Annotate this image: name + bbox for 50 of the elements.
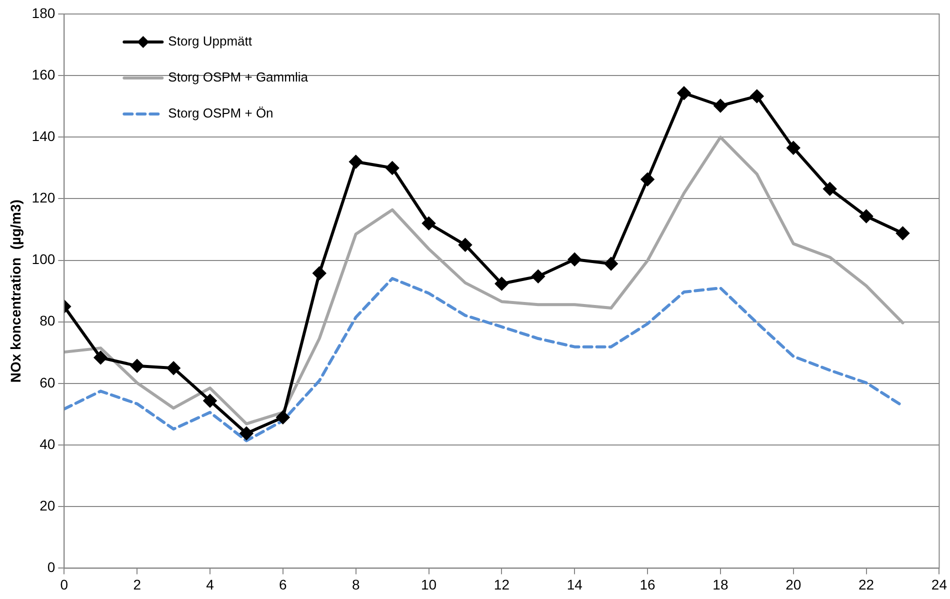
point — [422, 216, 436, 230]
x-tick-label: 4 — [206, 576, 214, 592]
point — [750, 90, 764, 103]
point — [860, 210, 873, 223]
point — [896, 226, 910, 240]
x-tick-label: 8 — [352, 576, 360, 592]
x-tick-label: 18 — [712, 576, 728, 592]
x-tick-label: 20 — [786, 576, 802, 592]
point — [786, 141, 800, 154]
point — [130, 359, 144, 372]
legend-label: Storg OSPM + Ön — [168, 106, 274, 121]
y-tick-label: 120 — [32, 190, 56, 206]
y-tick-label: 100 — [32, 251, 56, 268]
point — [532, 270, 545, 283]
y-tick-label: 180 — [32, 4, 56, 21]
point — [240, 426, 253, 440]
point — [641, 172, 654, 186]
y-tick-label: 0 — [47, 559, 56, 576]
point — [823, 182, 836, 196]
x-tick-label: 14 — [566, 576, 583, 592]
point — [677, 86, 690, 100]
point — [204, 394, 216, 408]
legend-label: Storg OSPM + Gammlia — [168, 70, 309, 85]
point — [312, 266, 326, 280]
y-tick-label: 140 — [32, 128, 56, 144]
x-tick-label: 22 — [858, 576, 874, 592]
point — [714, 99, 727, 112]
x-tick-label: 16 — [640, 576, 656, 592]
x-tick-label: 6 — [279, 576, 288, 592]
point — [604, 257, 618, 270]
point — [276, 410, 290, 424]
y-tick-label: 40 — [40, 436, 56, 452]
point — [568, 252, 582, 266]
point — [349, 155, 362, 168]
y-tick-label: 20 — [40, 497, 56, 514]
point — [94, 351, 108, 364]
point — [167, 362, 180, 375]
x-tick-label: 0 — [60, 576, 68, 592]
y-axis-title: NOx koncentration (µg/m3) — [7, 200, 24, 383]
legend-label: Storg Uppmätt — [168, 34, 252, 49]
x-tick-label: 12 — [494, 576, 510, 592]
x-tick-label: 24 — [931, 576, 948, 592]
point — [495, 277, 508, 290]
x-tick-label: 10 — [420, 576, 437, 592]
y-tick-label: 80 — [40, 312, 56, 329]
point — [386, 161, 399, 174]
x-tick-label: 2 — [133, 576, 142, 592]
point — [458, 238, 472, 252]
y-tick-label: 160 — [32, 66, 56, 82]
y-tick-label: 60 — [40, 374, 56, 390]
